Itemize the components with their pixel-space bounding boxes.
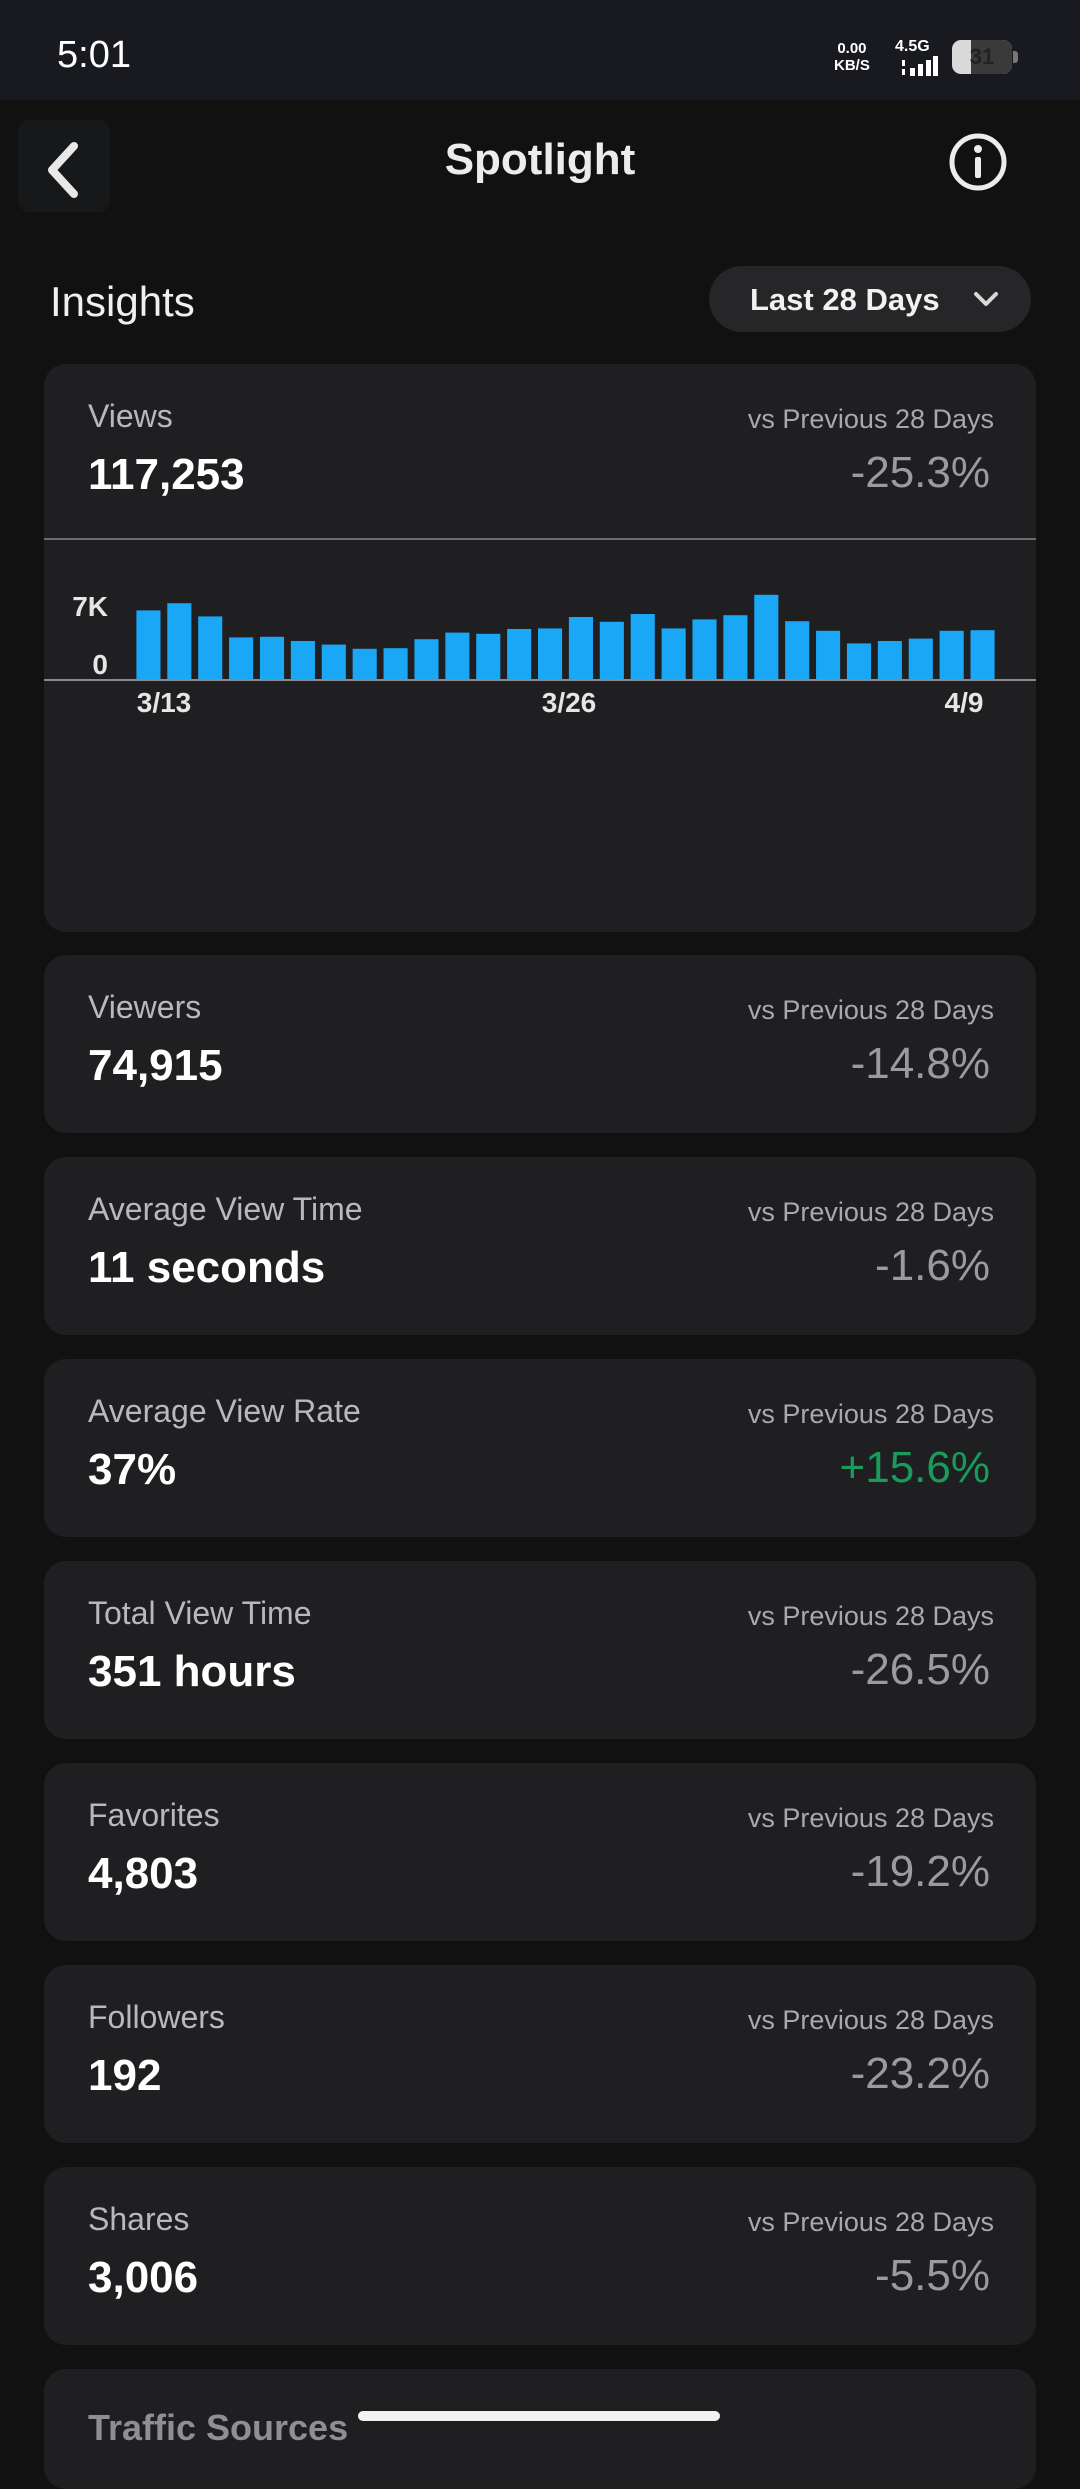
traffic-sources-card[interactable]: Traffic Sources [44, 2369, 1036, 2489]
metric-label: Average View Rate [88, 1393, 361, 1429]
chart-bar [908, 638, 933, 680]
chart-bar [877, 641, 902, 680]
chart-divider [44, 538, 1036, 540]
chart-bar [229, 637, 254, 680]
metric-value: 351 hours [88, 1647, 296, 1696]
compare-value: -23.2% [850, 2049, 990, 2098]
compare-label: vs Previous 28 Days [747, 1399, 994, 1429]
views-compare-label: vs Previous 28 Days [747, 404, 994, 434]
metric-label: Average View Time [88, 1191, 363, 1227]
metric-value: 4,803 [88, 1849, 199, 1898]
metric-card-favorites[interactable]: Favorites 4,803 vs Previous 28 Days -19.… [44, 1763, 1036, 1941]
metric-card-followers[interactable]: Followers 192 vs Previous 28 Days -23.2% [44, 1965, 1036, 2143]
x-tick-label: 4/9 [945, 687, 984, 718]
chart-bar [321, 644, 346, 680]
chart-bar [290, 641, 315, 680]
page-title: Spotlight [444, 135, 636, 184]
network-speed-unit: KB/S [834, 57, 870, 74]
chart-bar [198, 616, 223, 680]
chart-bar [754, 594, 779, 680]
views-card[interactable]: Views 117,253 vs Previous 28 Days -25.3%… [44, 364, 1036, 932]
compare-value: -5.5% [875, 2251, 990, 2300]
views-label: Views [88, 398, 173, 434]
metric-value: 37% [88, 1445, 177, 1494]
battery-level: 31 [969, 44, 995, 69]
chart-bar [630, 614, 655, 680]
chart-bar [816, 630, 841, 680]
metric-card-total-view-time[interactable]: Total View Time 351 hours vs Previous 28… [44, 1561, 1036, 1739]
insights-heading: Insights [50, 278, 195, 325]
metric-card-viewers[interactable]: Viewers 74,915 vs Previous 28 Days -14.8… [44, 955, 1036, 1133]
chart-bar [383, 648, 408, 680]
date-range-label: Last 28 Days [750, 282, 940, 317]
views-value: 117,253 [88, 450, 245, 499]
compare-label: vs Previous 28 Days [747, 1803, 994, 1833]
battery-cap [1013, 51, 1018, 63]
network-speed: 0.00 KB/S [834, 40, 870, 74]
compare-label: vs Previous 28 Days [747, 2207, 994, 2237]
network-type: 4.5G [895, 38, 930, 55]
date-range-dropdown[interactable]: Last 28 Days [709, 266, 1031, 332]
y-tick-label: 7K [72, 591, 108, 622]
compare-label: vs Previous 28 Days [747, 1197, 994, 1227]
chart-bar [167, 603, 192, 680]
chart-bar [970, 630, 995, 680]
home-indicator[interactable] [358, 2411, 720, 2421]
compare-label: vs Previous 28 Days [747, 1601, 994, 1631]
metric-label: Followers [88, 1999, 225, 2035]
chart-bar [414, 639, 439, 680]
chart-bar [259, 636, 285, 680]
compare-label: vs Previous 28 Days [747, 2005, 994, 2035]
metric-label: Shares [88, 2201, 190, 2237]
metric-card-shares[interactable]: Shares 3,006 vs Previous 28 Days -5.5% [44, 2167, 1036, 2345]
chevron-down-icon [974, 292, 998, 306]
status-bar: 5:01 0.00 KB/S 4.5G 31 [0, 0, 1080, 100]
chart-bar [599, 621, 624, 680]
chart-bar [692, 619, 717, 680]
chart-bar [352, 648, 377, 680]
metric-value: 192 [88, 2051, 162, 2100]
chart-bar [538, 628, 563, 680]
top-nav-bar: Spotlight [0, 100, 1080, 230]
chart-bar [723, 615, 748, 680]
metric-value: 11 seconds [88, 1243, 326, 1292]
compare-value: -19.2% [850, 1847, 990, 1896]
network-speed-value: 0.00 [837, 40, 867, 57]
traffic-sources-title: Traffic Sources [88, 2407, 349, 2448]
y-tick-label: 0 [92, 649, 108, 680]
x-tick-label: 3/13 [137, 687, 192, 718]
metric-label: Favorites [88, 1797, 220, 1833]
chevron-left-icon [48, 142, 78, 198]
chart-bar [568, 617, 593, 680]
metric-value: 74,915 [88, 1041, 223, 1090]
compare-value: -1.6% [875, 1241, 990, 1290]
signal-icon [902, 56, 938, 76]
views-compare-value: -25.3% [850, 448, 990, 497]
chart-bar [136, 610, 161, 680]
metric-card-average-view-rate[interactable]: Average View Rate 37% vs Previous 28 Day… [44, 1359, 1036, 1537]
chart-bar [846, 643, 872, 680]
chart-bar [661, 628, 686, 680]
compare-value: -26.5% [850, 1645, 990, 1694]
metric-value: 3,006 [88, 2253, 199, 2302]
metric-label: Total View Time [88, 1595, 312, 1631]
battery-icon: 31 [952, 40, 1012, 74]
chart-bar [785, 621, 810, 680]
chart-bar [445, 632, 470, 680]
compare-value: +15.6% [839, 1443, 990, 1492]
info-circle-icon[interactable] [948, 132, 1008, 192]
metric-card-average-view-time[interactable]: Average View Time 11 seconds vs Previous… [44, 1157, 1036, 1335]
views-bar-chart: 7K 0 3/13 3/26 4/9 [44, 591, 1036, 718]
compare-value: -14.8% [850, 1039, 990, 1088]
battery-empty-fill [970, 40, 1012, 74]
compare-label: vs Previous 28 Days [747, 995, 994, 1025]
x-tick-label: 3/26 [542, 687, 597, 718]
status-time: 5:01 [57, 34, 131, 76]
chart-bar [939, 630, 964, 680]
chart-bar [507, 629, 532, 680]
back-button[interactable] [18, 120, 110, 212]
metric-label: Viewers [88, 989, 202, 1025]
chart-bar [476, 633, 501, 680]
